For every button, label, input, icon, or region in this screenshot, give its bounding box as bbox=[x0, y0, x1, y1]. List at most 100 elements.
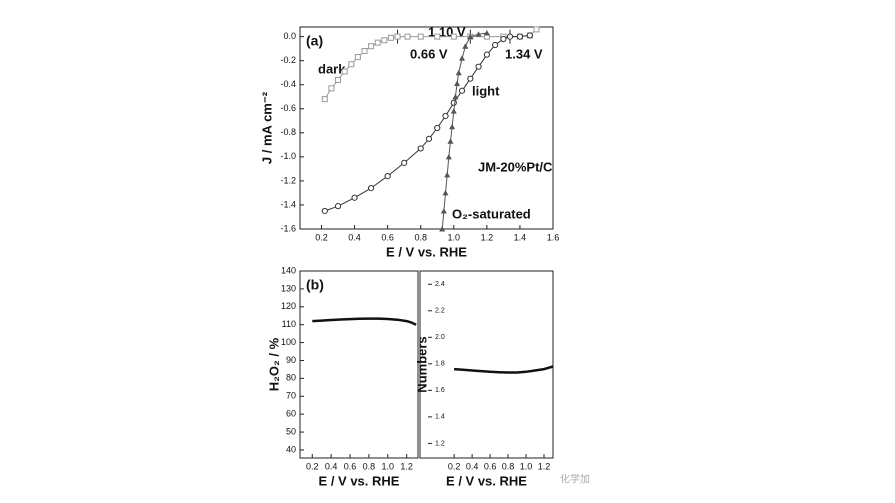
y-tick-label: -1.6 bbox=[280, 223, 296, 233]
x-tick-label: 0.4 bbox=[348, 232, 361, 242]
marker bbox=[533, 26, 540, 33]
y-tick-label: 70 bbox=[286, 391, 296, 401]
marker bbox=[334, 203, 342, 210]
plot-frame bbox=[419, 270, 554, 459]
x-axis-label: E / V vs. RHE bbox=[319, 473, 400, 488]
x-tick-label: 0.2 bbox=[315, 232, 328, 242]
x-tick-label: 0.4 bbox=[466, 461, 479, 471]
series-line bbox=[324, 29, 537, 100]
y-tick-label: 110 bbox=[282, 319, 296, 329]
marker bbox=[442, 189, 449, 196]
y-axis-label: Numbers bbox=[414, 336, 429, 392]
marker bbox=[442, 112, 449, 120]
y-tick-label: 2.4 bbox=[435, 281, 445, 288]
marker bbox=[452, 93, 459, 100]
annotation: dark bbox=[318, 61, 346, 76]
marker bbox=[467, 75, 474, 82]
marker bbox=[462, 43, 469, 49]
marker bbox=[506, 33, 514, 40]
marker bbox=[401, 159, 408, 166]
marker bbox=[368, 185, 375, 192]
y-tick-label: 90 bbox=[286, 355, 296, 365]
plot-frame bbox=[299, 270, 419, 459]
annotation: JM-20%Pt/C bbox=[478, 159, 553, 174]
marker bbox=[348, 61, 355, 68]
marker bbox=[449, 123, 456, 130]
y-tick-label: -0.8 bbox=[280, 127, 296, 137]
y-tick-label: 80 bbox=[286, 373, 296, 383]
marker bbox=[425, 135, 433, 142]
marker bbox=[361, 48, 368, 55]
marker bbox=[417, 33, 424, 40]
marker bbox=[434, 124, 441, 132]
marker bbox=[475, 63, 482, 70]
y-tick-label: -1.4 bbox=[280, 199, 296, 209]
y-tick-label: 1.2 bbox=[435, 440, 445, 447]
annotation: 1.34 V bbox=[505, 46, 543, 61]
marker bbox=[450, 108, 457, 114]
x-tick-label: 0.8 bbox=[414, 232, 427, 242]
y-tick-label: 50 bbox=[286, 426, 296, 436]
x-tick-label: 0.2 bbox=[448, 461, 461, 471]
marker bbox=[483, 51, 490, 58]
y-tick-label: 1.8 bbox=[435, 361, 445, 368]
plot-frame bbox=[299, 26, 554, 230]
y-tick-label: -1.0 bbox=[280, 151, 296, 161]
marker bbox=[450, 33, 457, 40]
x-tick-label: 1.2 bbox=[538, 461, 551, 471]
annotation: light bbox=[472, 83, 500, 98]
marker bbox=[440, 207, 447, 214]
y-tick-label: -0.6 bbox=[280, 103, 296, 113]
x-tick-label: 1.0 bbox=[382, 461, 395, 471]
marker bbox=[483, 30, 490, 36]
marker bbox=[475, 31, 482, 37]
marker bbox=[341, 68, 348, 75]
marker bbox=[458, 87, 466, 94]
marker bbox=[526, 32, 533, 39]
annotation: 1.10 V bbox=[428, 24, 466, 39]
marker bbox=[381, 37, 388, 44]
marker bbox=[444, 171, 451, 178]
series-line bbox=[324, 34, 530, 212]
marker bbox=[500, 35, 507, 43]
x-tick-label: 0.8 bbox=[502, 461, 515, 471]
marker bbox=[439, 226, 446, 232]
marker bbox=[354, 54, 361, 61]
marker bbox=[321, 96, 328, 103]
marker bbox=[404, 33, 411, 40]
annotation: 0.66 V bbox=[410, 46, 448, 61]
watermark: 化学加 bbox=[560, 473, 590, 486]
x-tick-label: 1.6 bbox=[547, 232, 560, 242]
y-tick-label: 60 bbox=[286, 409, 296, 419]
y-tick-label: 2.0 bbox=[435, 334, 445, 341]
marker bbox=[374, 39, 381, 46]
marker bbox=[454, 80, 461, 87]
x-tick-label: 1.2 bbox=[481, 232, 494, 242]
x-tick-label: 0.4 bbox=[325, 461, 338, 471]
marker bbox=[516, 33, 524, 40]
x-axis-label: E / V vs. RHE bbox=[446, 473, 527, 488]
y-tick-label: 100 bbox=[281, 337, 296, 347]
marker bbox=[467, 33, 474, 40]
y-tick-label: 130 bbox=[281, 283, 296, 293]
x-tick-label: 0.8 bbox=[363, 461, 376, 471]
marker bbox=[455, 69, 462, 76]
x-tick-label: 0.6 bbox=[381, 232, 394, 242]
marker bbox=[351, 194, 358, 201]
x-tick-label: 0.6 bbox=[484, 461, 497, 471]
series-line bbox=[454, 365, 554, 374]
y-tick-label: -1.2 bbox=[280, 175, 296, 185]
marker bbox=[492, 41, 499, 49]
y-axis-label: H₂O₂ / % bbox=[266, 337, 281, 391]
y-tick-label: 2.2 bbox=[435, 308, 445, 315]
series-line bbox=[312, 317, 417, 326]
marker bbox=[459, 55, 466, 61]
x-tick-label: 0.2 bbox=[306, 461, 319, 471]
y-tick-label: 0.0 bbox=[283, 31, 296, 41]
y-tick-label: -0.2 bbox=[280, 55, 296, 65]
y-tick-label: 140 bbox=[281, 265, 296, 275]
panel-label: (b) bbox=[306, 277, 324, 293]
marker bbox=[368, 43, 375, 50]
panel-label: (a) bbox=[306, 33, 323, 49]
y-tick-label: 1.6 bbox=[435, 387, 445, 394]
